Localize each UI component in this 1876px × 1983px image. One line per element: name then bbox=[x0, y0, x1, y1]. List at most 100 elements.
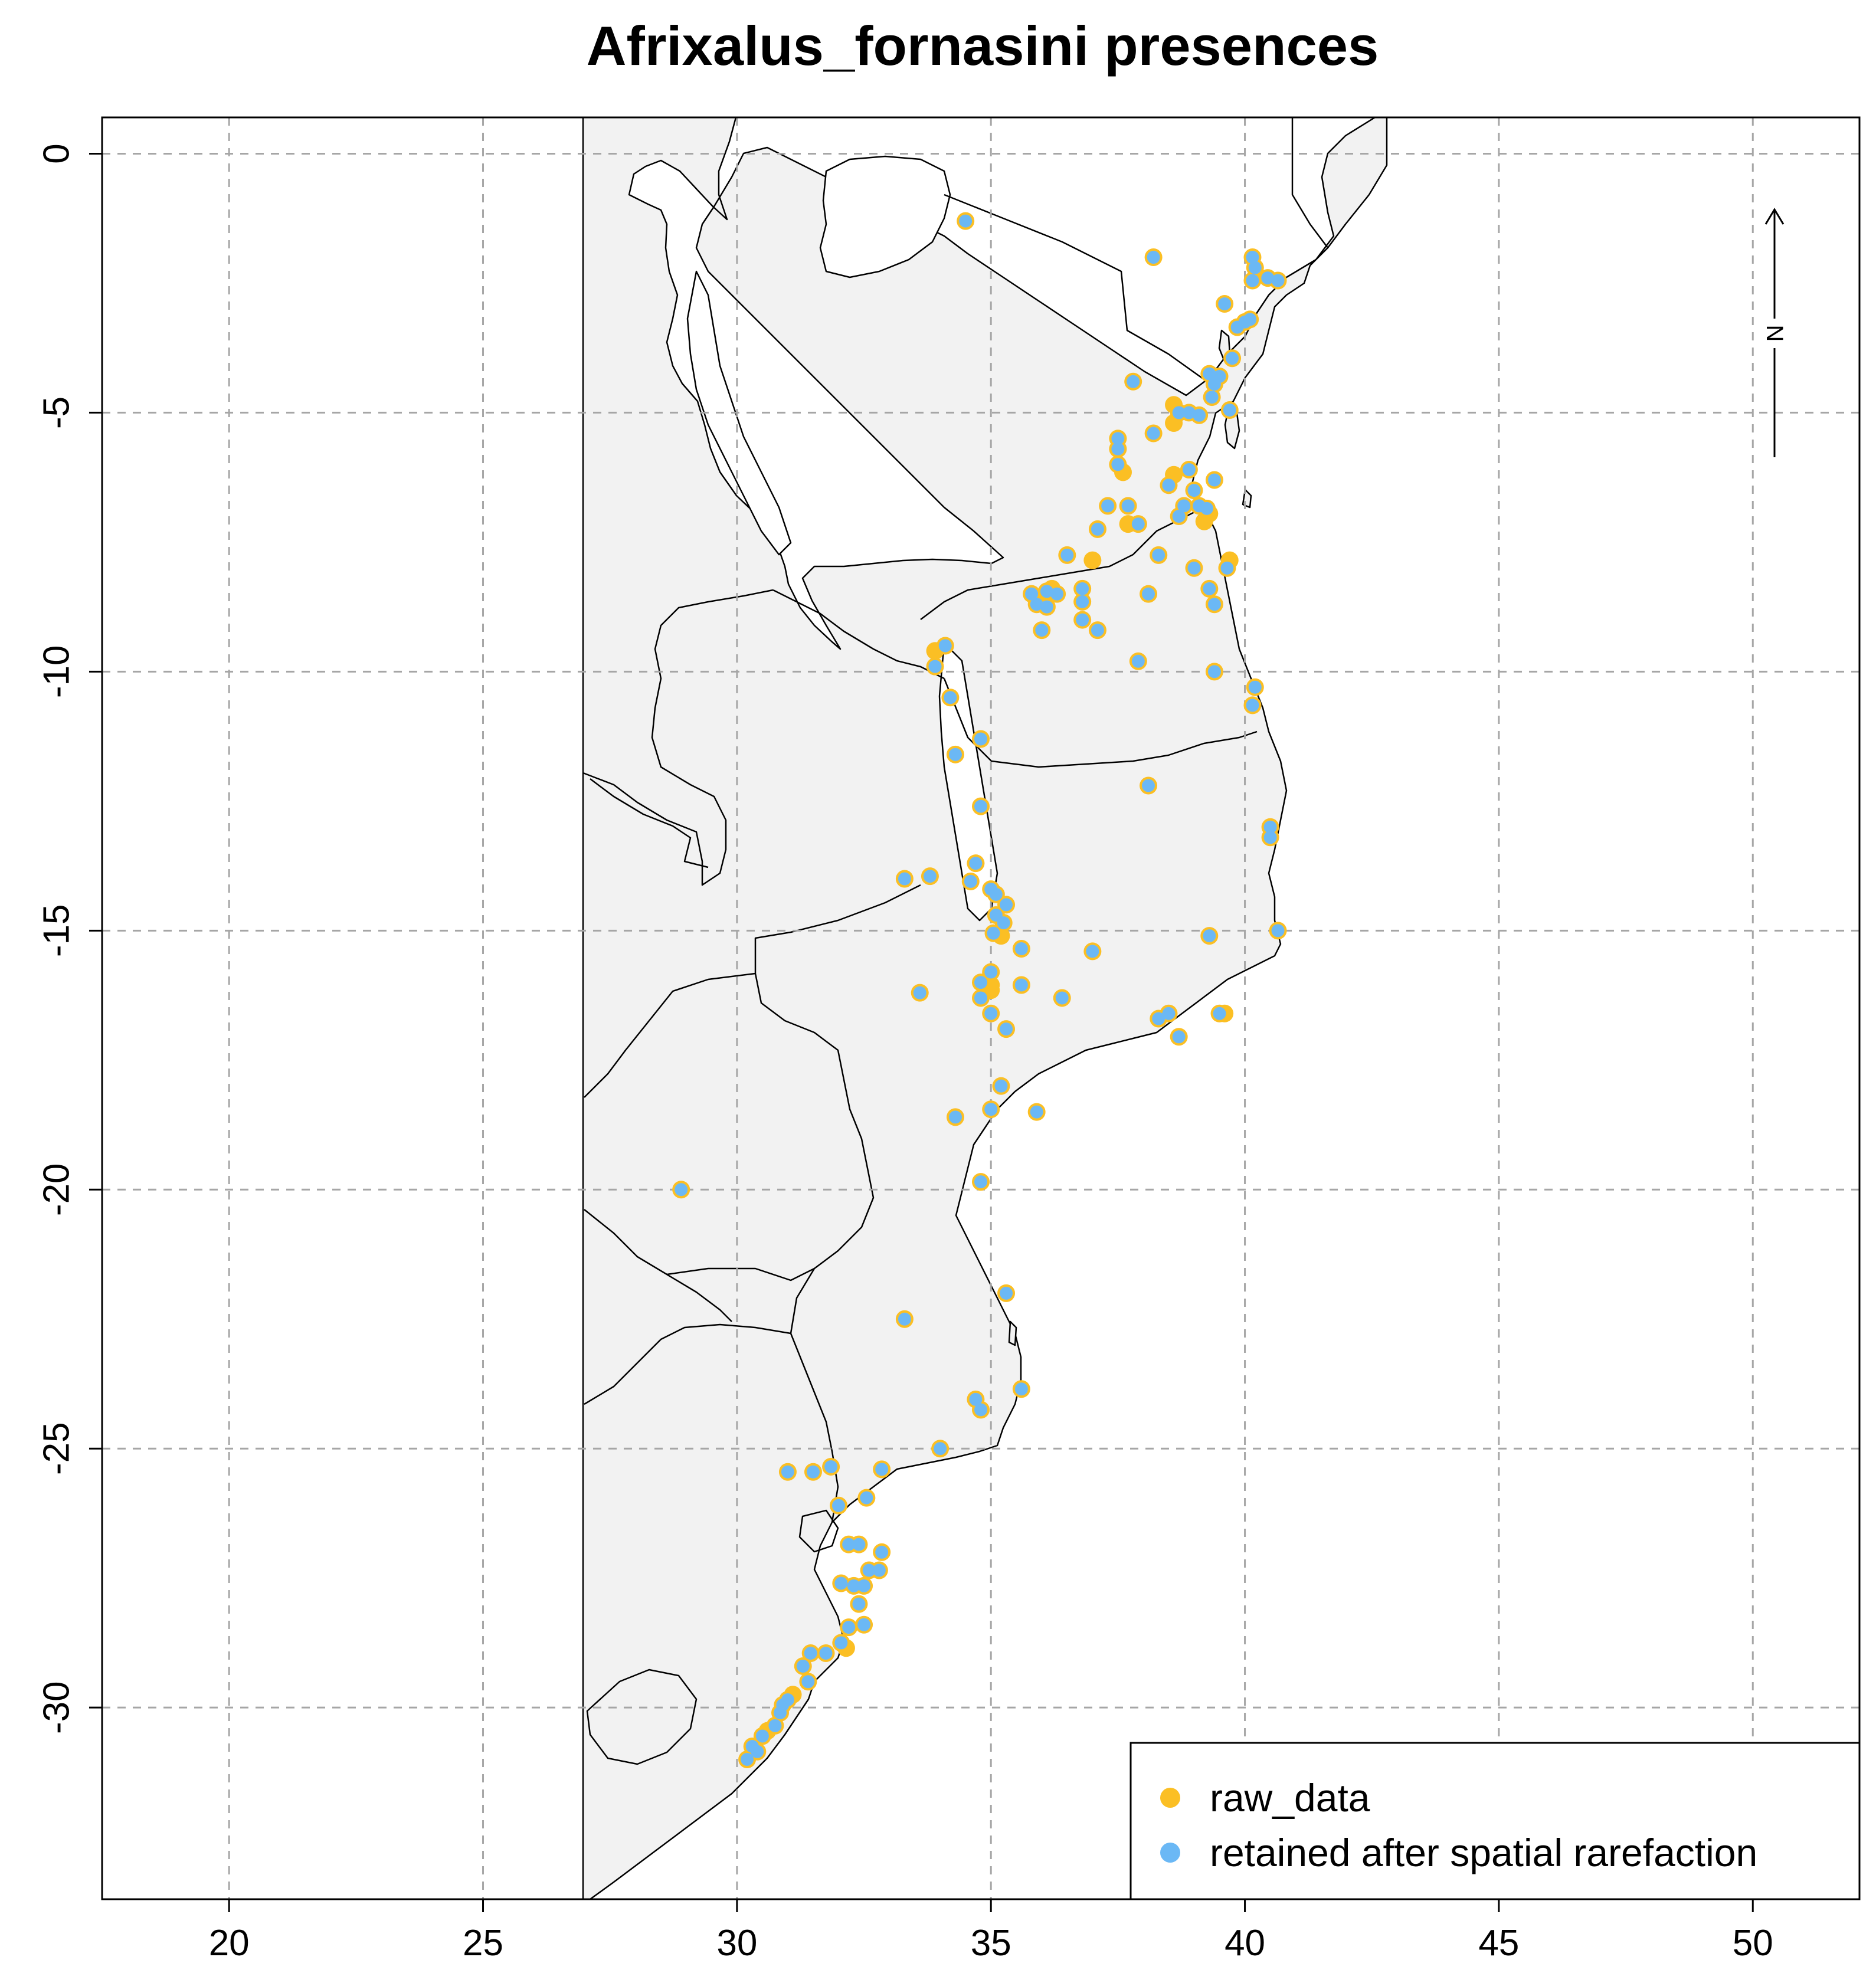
retained-point-21 bbox=[1147, 427, 1160, 440]
country-borders bbox=[582, 506, 1258, 1523]
retained-point-84 bbox=[1014, 978, 1028, 992]
lesotho-border bbox=[586, 1669, 698, 1765]
retained-point-56 bbox=[1248, 680, 1262, 694]
retained-point-30 bbox=[1177, 499, 1191, 513]
retained-point-5 bbox=[1246, 274, 1259, 287]
retained-point-61 bbox=[948, 748, 962, 761]
retained-point-20 bbox=[1223, 404, 1236, 417]
north-arrow-head bbox=[1764, 208, 1785, 225]
retained-point-93 bbox=[994, 1079, 1008, 1093]
plot-frame bbox=[101, 116, 1861, 1900]
retained-point-126 bbox=[801, 1675, 815, 1689]
north-arrow-label-bg bbox=[1764, 319, 1785, 348]
retained-point-119 bbox=[852, 1597, 866, 1611]
retained-point-43 bbox=[1040, 585, 1053, 598]
retained-point-131 bbox=[755, 1729, 769, 1743]
retained-point-79 bbox=[1014, 942, 1028, 956]
retained-point-102 bbox=[969, 1392, 983, 1406]
retained-point-22 bbox=[1111, 432, 1125, 445]
legend-label-retained: retained after spatial rarefaction bbox=[1210, 1831, 1757, 1874]
retained-point-23 bbox=[1111, 442, 1125, 455]
retained-point-26 bbox=[1162, 478, 1176, 492]
eswatini-border bbox=[798, 1509, 839, 1553]
retained-point-2 bbox=[1218, 297, 1232, 311]
retained-point-64 bbox=[974, 799, 987, 813]
legend-label-raw-data: raw_data bbox=[1210, 1776, 1370, 1820]
retained-point-129 bbox=[774, 1706, 787, 1719]
legend: raw_data retained after spatial rarefact… bbox=[1129, 1742, 1861, 1900]
retained-point-4 bbox=[1248, 261, 1262, 274]
retained-point-78 bbox=[1203, 929, 1216, 943]
retained-point-101 bbox=[1014, 1382, 1028, 1396]
retained-point-116 bbox=[834, 1576, 848, 1590]
legend-marker-retained bbox=[1160, 1843, 1180, 1863]
x-tick-label-25: 25 bbox=[463, 1923, 503, 1964]
retained-point-133 bbox=[751, 1745, 764, 1758]
retained-point-0 bbox=[959, 214, 973, 228]
retained-point-107 bbox=[824, 1460, 838, 1473]
retained-point-24 bbox=[1111, 458, 1125, 471]
x-tick-label-45: 45 bbox=[1478, 1923, 1519, 1964]
retained-point-12 bbox=[1203, 367, 1216, 381]
retained-point-42 bbox=[1030, 598, 1043, 611]
retained-point-114 bbox=[862, 1564, 876, 1577]
retained-point-44 bbox=[1050, 587, 1064, 601]
retained-point-103 bbox=[974, 1403, 987, 1417]
retained-point-67 bbox=[898, 872, 911, 886]
x-axis: 20 25 30 35 40 45 50 bbox=[209, 1899, 1773, 1964]
retained-point-59 bbox=[928, 660, 942, 673]
retained-point-104 bbox=[934, 1442, 947, 1456]
retained-point-108 bbox=[875, 1463, 889, 1476]
y-tick-label--15: -15 bbox=[37, 904, 77, 958]
retained-point-115 bbox=[872, 1564, 886, 1577]
retained-point-90 bbox=[1213, 1007, 1226, 1020]
retained-point-100 bbox=[898, 1312, 911, 1326]
y-axis: 0 -5 -10 -15 -20 -25 -30 bbox=[37, 143, 102, 1734]
retained-point-77 bbox=[1271, 924, 1285, 938]
x-tick-label-30: 30 bbox=[716, 1923, 757, 1964]
retained-point-125 bbox=[796, 1659, 810, 1673]
retained-point-54 bbox=[1131, 654, 1145, 668]
x-tick-label-20: 20 bbox=[209, 1923, 250, 1964]
retained-point-72 bbox=[989, 887, 1003, 901]
retained-point-68 bbox=[923, 870, 937, 883]
retained-point-36 bbox=[1091, 522, 1104, 536]
x-tick-label-40: 40 bbox=[1225, 1923, 1265, 1964]
retained-point-47 bbox=[1076, 595, 1089, 608]
retained-point-91 bbox=[1000, 1022, 1013, 1036]
retained-point-117 bbox=[847, 1579, 860, 1592]
retained-point-34 bbox=[1101, 499, 1115, 513]
retained-point-57 bbox=[1246, 699, 1259, 712]
retained-point-105 bbox=[781, 1465, 794, 1479]
retained-point-95 bbox=[948, 1110, 962, 1124]
retained-point-109 bbox=[860, 1491, 873, 1505]
x-tick-label-35: 35 bbox=[971, 1923, 1011, 1964]
retained-point-39 bbox=[1220, 561, 1234, 575]
retained-point-130 bbox=[768, 1719, 782, 1732]
retained-point-70 bbox=[964, 874, 977, 888]
lake-tanganyika bbox=[686, 270, 792, 556]
retained-point-106 bbox=[806, 1465, 820, 1479]
retained-point-110 bbox=[832, 1499, 846, 1512]
retained-point-6 bbox=[1261, 271, 1275, 285]
retained-point-38 bbox=[1152, 548, 1165, 562]
retained-point-14 bbox=[1207, 378, 1221, 391]
retained-point-82 bbox=[974, 976, 987, 989]
retained-point-25 bbox=[1182, 463, 1196, 476]
retained-point-120 bbox=[857, 1618, 871, 1631]
retained-point-28 bbox=[1187, 484, 1201, 497]
retained-point-18 bbox=[1182, 406, 1196, 419]
retained-point-16 bbox=[1127, 375, 1140, 388]
retained-point-17 bbox=[1172, 406, 1186, 419]
retained-point-15 bbox=[1205, 391, 1219, 404]
retained-point-69 bbox=[969, 857, 983, 870]
bazaruto-island bbox=[1008, 1320, 1017, 1346]
y-tick-label--10: -10 bbox=[37, 645, 77, 699]
retained-point-37 bbox=[1060, 548, 1074, 562]
y-tick-label--20: -20 bbox=[37, 1163, 77, 1216]
retained-point-111 bbox=[842, 1538, 856, 1551]
y-tick-label--5: -5 bbox=[37, 396, 77, 429]
retained-point-46 bbox=[1076, 582, 1089, 595]
retained-point-58 bbox=[938, 639, 952, 653]
retained-point-60 bbox=[944, 691, 957, 704]
